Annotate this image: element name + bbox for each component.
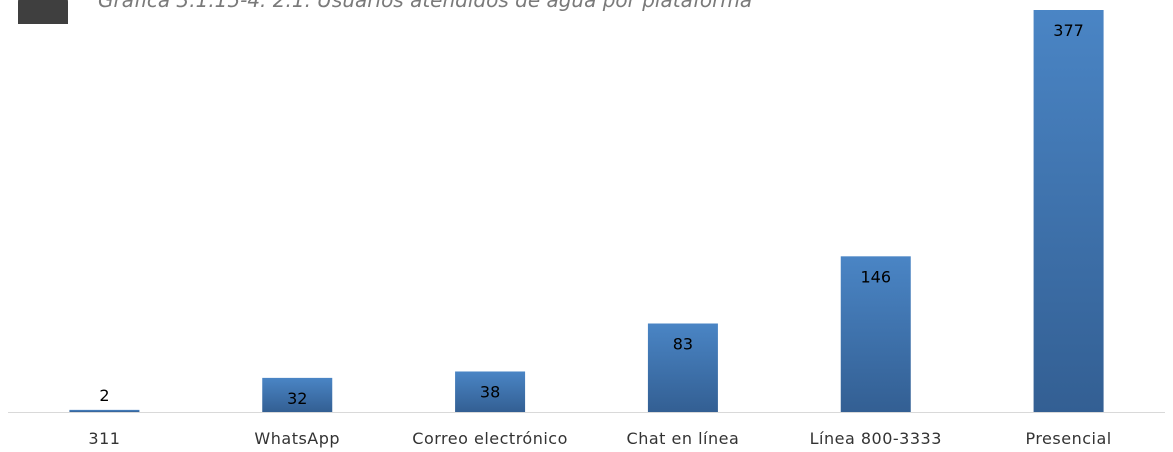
bar-chat-en-linea xyxy=(647,323,718,412)
bar-presencial xyxy=(1033,10,1104,412)
category-label-chat-en-linea: Chat en línea xyxy=(627,429,740,448)
data-label-correo-electronico: 38 xyxy=(480,382,500,401)
chart-title: Gráfica 3.1.15-4. 2.1. Usuarios atendido… xyxy=(98,0,753,12)
data-label-presencial: 377 xyxy=(1053,21,1084,40)
bar-linea-800-3333 xyxy=(840,256,911,412)
data-label-whatsapp: 32 xyxy=(287,389,307,408)
bar-correo-electronico xyxy=(455,371,526,412)
bar-whatsapp xyxy=(262,377,333,412)
decorative-tab-shape xyxy=(18,0,68,24)
category-label-correo-electronico: Correo electrónico xyxy=(412,429,568,448)
bar-311 xyxy=(69,409,140,412)
data-label-linea-800-3333: 146 xyxy=(860,267,891,286)
bars-group xyxy=(69,10,1104,412)
category-labels-group: 311 WhatsApp Correo electrónico Chat en lín… xyxy=(88,429,1111,448)
data-label-311: 2 xyxy=(99,386,109,405)
category-label-presencial: Presencial xyxy=(1025,429,1111,448)
data-labels-group: 2 32 38 83 146 377 xyxy=(99,21,1084,408)
data-label-chat-en-linea: 83 xyxy=(673,334,693,353)
category-label-whatsapp: WhatsApp xyxy=(254,429,340,448)
category-label-311: 311 xyxy=(88,429,120,448)
category-label-linea-800-3333: Línea 800-3333 xyxy=(810,429,942,448)
